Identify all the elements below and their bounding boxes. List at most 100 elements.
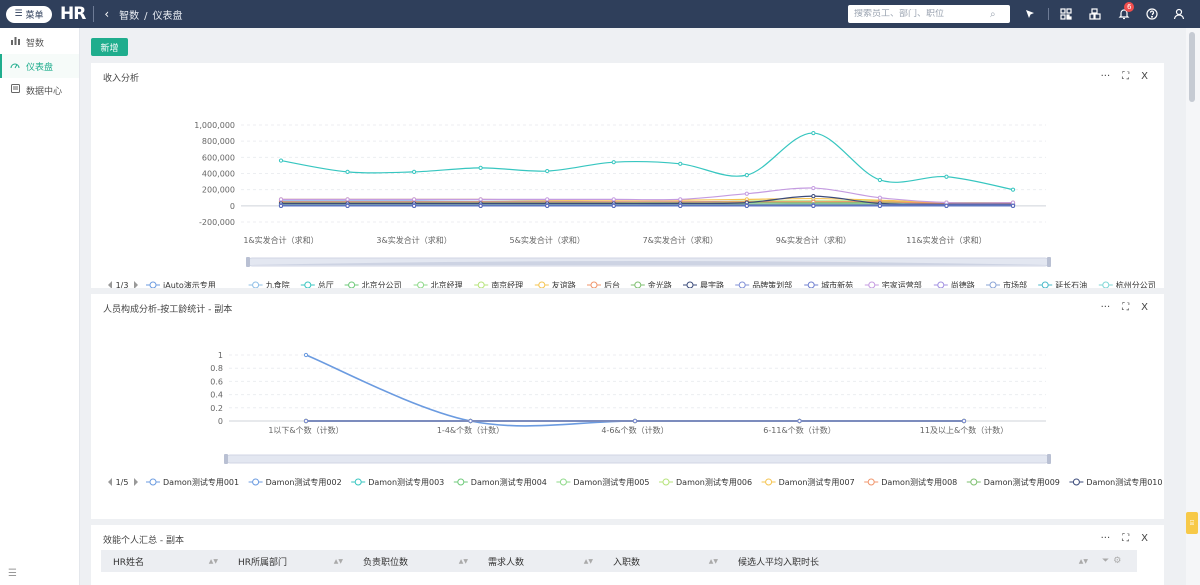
data-point (811, 194, 816, 199)
menu-button[interactable]: ☰ 菜单 (6, 5, 52, 23)
legend-next-icon (134, 478, 138, 486)
zoom-handle-left (224, 454, 228, 464)
x-tick-label: 7&实发合计（求和） (643, 235, 718, 245)
gear-icon[interactable]: ⚙ (1113, 556, 1122, 566)
legend-label: Damon测试专用010 (1086, 477, 1162, 487)
income-line-chart: 1,000,000 800,000 600,000 400,000 200,000 0 -2… (108, 121, 1156, 288)
card-title: 人员构成分析-按工龄统计 - 副本 (103, 305, 233, 315)
back-chevron-icon[interactable]: ‹ (104, 7, 110, 21)
more-icon[interactable]: ··· (1100, 533, 1111, 544)
legend-label: 市场部 (1003, 280, 1027, 288)
close-icon[interactable]: X (1141, 71, 1148, 82)
legend-marker (686, 281, 694, 288)
legend-marker (1041, 281, 1049, 288)
search-box: ⌕ (848, 5, 1010, 23)
fullscreen-icon[interactable]: ⛶ (1122, 302, 1130, 313)
app-logo[interactable]: HR (60, 4, 86, 24)
fullscreen-icon[interactable]: ⛶ (1122, 533, 1130, 544)
breadcrumb-item-dashboard: 仪表盘 (152, 10, 183, 22)
column-header-demand[interactable]: 需求人数 ▲▼ (476, 550, 601, 572)
y-tick-label: 0.6 (210, 377, 223, 386)
data-point (478, 165, 483, 170)
data-point (811, 203, 816, 208)
data-point (1010, 203, 1016, 208)
x-tick-label: 5&实发合计（求和） (510, 235, 585, 245)
legend-marker (304, 281, 312, 288)
sort-icon[interactable]: ▲▼ (458, 557, 468, 565)
zoom-handle-right (1047, 454, 1051, 464)
legend-marker (970, 478, 978, 486)
sidebar-item-label: 数据中心 (26, 86, 63, 97)
staff-composition-card: 人员构成分析-按工龄统计 - 副本 ··· ⛶ X 1 0.8 0.6 0.4 0.2 0… (91, 294, 1164, 519)
main-content: 新增 收入分析 ··· ⛶ X 1,000,000 800,000 600,000 4… (80, 28, 1186, 585)
data-point (1010, 187, 1016, 192)
column-label: HR姓名 (113, 557, 145, 568)
legend-label: 金光路 (648, 280, 672, 288)
data-point (811, 185, 816, 191)
legend-label: 晨宇路 (700, 280, 724, 288)
zoom-handle-right (1047, 257, 1051, 267)
search-icon[interactable]: ⌕ (990, 8, 996, 20)
bar-chart-icon (10, 36, 20, 48)
legend-prev-icon (108, 281, 112, 288)
sort-icon[interactable]: ▲▼ (333, 557, 343, 565)
close-icon[interactable]: X (1141, 533, 1148, 544)
column-header-positions[interactable]: 负责职位数 ▲▼ (351, 550, 476, 572)
top-bar: ☰ 菜单 HR ‹ 智数/仪表盘 ⌕ 6 (0, 0, 1200, 28)
y-tick-label: 600,000 (202, 153, 235, 162)
help-icon[interactable] (1144, 6, 1160, 22)
x-tick-label: 11&实发合计（求和） (906, 235, 986, 245)
more-icon[interactable]: ··· (1100, 302, 1111, 313)
series-line (305, 354, 964, 427)
legend-marker (868, 281, 876, 288)
column-header-hr-name[interactable]: HR姓名 ▲▼ (101, 550, 226, 572)
legend-marker (559, 478, 567, 486)
sidebar-item-dashboard[interactable]: 仪表盘 (0, 54, 79, 78)
data-point (944, 200, 949, 205)
sidebar-collapse-icon[interactable]: ☰ (8, 568, 17, 579)
close-icon[interactable]: X (1141, 302, 1148, 313)
sort-icon[interactable]: ▲▼ (708, 557, 718, 565)
bell-icon[interactable]: 6 (1116, 2, 1135, 22)
y-tick-label: 0 (218, 417, 223, 426)
y-tick-label: 0.8 (210, 364, 223, 373)
pointer-icon[interactable] (1022, 6, 1038, 22)
feedback-tab[interactable]: ⌸ (1186, 512, 1198, 534)
legend-marker (590, 281, 598, 288)
sidebar-item-zhishu[interactable]: 智数 (0, 30, 79, 54)
column-header-avg-duration[interactable]: 候选人平均入职时长 ▲▼ (726, 550, 1096, 572)
breadcrumb-item-zhishu[interactable]: 智数 (119, 10, 140, 22)
search-input[interactable] (854, 9, 990, 19)
data-point (411, 203, 417, 208)
qrcode-icon[interactable] (1058, 6, 1074, 22)
new-button[interactable]: 新增 (91, 38, 128, 56)
sidebar-item-label: 仪表盘 (26, 62, 54, 73)
user-icon[interactable] (1171, 6, 1187, 22)
sort-icon[interactable]: ▲▼ (1078, 557, 1088, 565)
data-point (678, 197, 683, 202)
legend-label: 杭州分公司 (1116, 280, 1156, 288)
fullscreen-icon[interactable]: ⛶ (1122, 71, 1130, 82)
column-header-hr-dept[interactable]: HR所属部门 ▲▼ (226, 550, 351, 572)
scrollbar-thumb[interactable] (1189, 32, 1195, 102)
page-scrollbar[interactable] (1186, 28, 1200, 585)
sort-icon[interactable]: ▲▼ (208, 557, 218, 565)
data-point (478, 197, 483, 202)
table-settings: ⏷ ⚙ (1096, 550, 1137, 572)
more-icon[interactable]: ··· (1100, 71, 1111, 82)
legend-label: 品牌策划部 (752, 280, 792, 288)
legend-marker (1072, 478, 1080, 486)
apps-icon[interactable] (1087, 6, 1103, 22)
filter-icon[interactable]: ⏷ (1102, 556, 1110, 566)
card-title: 效能个人汇总 - 副本 (103, 536, 184, 546)
data-center-icon (10, 84, 20, 96)
data-point (877, 203, 883, 208)
data-point (632, 418, 638, 424)
column-header-onboarded[interactable]: 入职数 ▲▼ (601, 550, 726, 572)
legend-marker (348, 281, 356, 288)
sidebar-item-data-center[interactable]: 数据中心 (0, 78, 79, 102)
sort-icon[interactable]: ▲▼ (583, 557, 593, 565)
sidebar-item-label: 智数 (26, 38, 45, 49)
legend-marker (1102, 281, 1110, 288)
efficiency-summary-card: 效能个人汇总 - 副本 ··· ⛶ X HR姓名 ▲▼ HR所属部门 ▲▼ 负责职位… (91, 525, 1164, 585)
